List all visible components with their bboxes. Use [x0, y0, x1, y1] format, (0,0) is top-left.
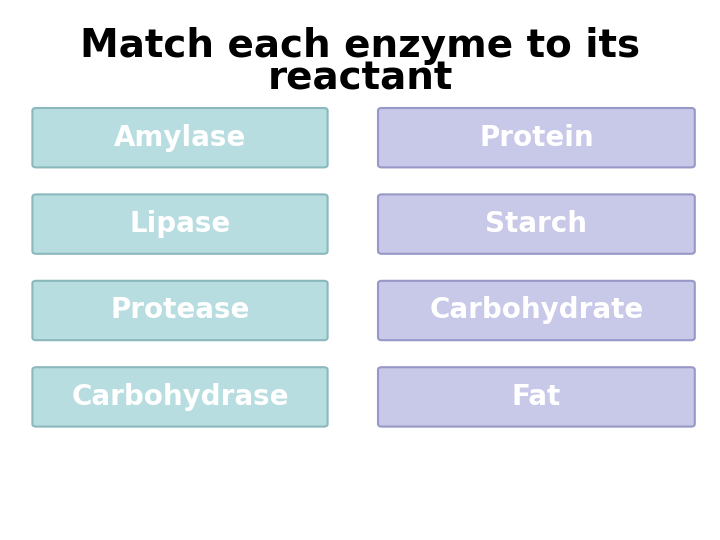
Text: Match each enzyme to its: Match each enzyme to its [80, 27, 640, 65]
Text: Starch: Starch [485, 210, 588, 238]
FancyBboxPatch shape [378, 108, 695, 167]
FancyBboxPatch shape [32, 194, 328, 254]
Text: Carbohydrate: Carbohydrate [429, 296, 644, 325]
Text: Lipase: Lipase [130, 210, 230, 238]
Text: Fat: Fat [512, 383, 561, 411]
FancyBboxPatch shape [32, 281, 328, 340]
Text: Amylase: Amylase [114, 124, 246, 152]
Text: reactant: reactant [267, 59, 453, 97]
Text: Protease: Protease [110, 296, 250, 325]
Text: Protein: Protein [479, 124, 594, 152]
Text: Carbohydrase: Carbohydrase [71, 383, 289, 411]
FancyBboxPatch shape [378, 281, 695, 340]
FancyBboxPatch shape [378, 194, 695, 254]
FancyBboxPatch shape [32, 367, 328, 427]
FancyBboxPatch shape [32, 108, 328, 167]
FancyBboxPatch shape [378, 367, 695, 427]
